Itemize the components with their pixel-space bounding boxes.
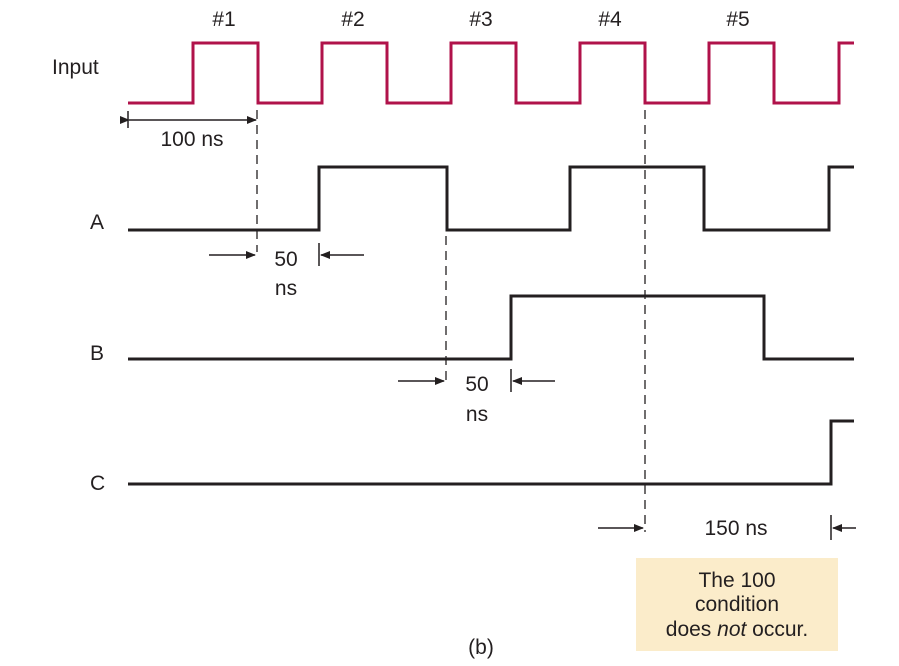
figure-caption: (b): [468, 636, 494, 659]
c-waveform: [128, 419, 854, 486]
note-box: [636, 558, 838, 651]
pulse-label-4: #4: [598, 8, 622, 31]
signal-label-input: Input: [52, 56, 99, 79]
note-line-3: does not occur.: [666, 618, 808, 641]
pulse-label-1: #1: [212, 8, 235, 31]
note-line-1: The 100: [698, 569, 775, 592]
note-line-2: condition: [695, 593, 779, 616]
pulse-label-3: #3: [469, 8, 492, 31]
note-line-3-pre: does: [666, 618, 717, 641]
delay-c-label: 150 ns: [704, 517, 767, 540]
a-waveform: [128, 165, 854, 232]
delay-a-value: 50: [274, 248, 297, 271]
pulse-label-5: #5: [726, 8, 749, 31]
note-line-3-emphasis: not: [717, 618, 747, 641]
signal-label-a: A: [90, 211, 104, 234]
input-waveform: [128, 41, 854, 105]
period-label: 100 ns: [160, 128, 223, 151]
signal-label-b: B: [90, 342, 104, 365]
delay-a-unit: ns: [275, 277, 297, 300]
delay-b-unit: ns: [466, 403, 488, 426]
note-line-3-post: occur.: [746, 618, 808, 641]
b-waveform: [128, 294, 854, 361]
pulse-label-2: #2: [341, 8, 364, 31]
signal-label-c: C: [90, 472, 105, 495]
delay-b-value: 50: [465, 373, 488, 396]
